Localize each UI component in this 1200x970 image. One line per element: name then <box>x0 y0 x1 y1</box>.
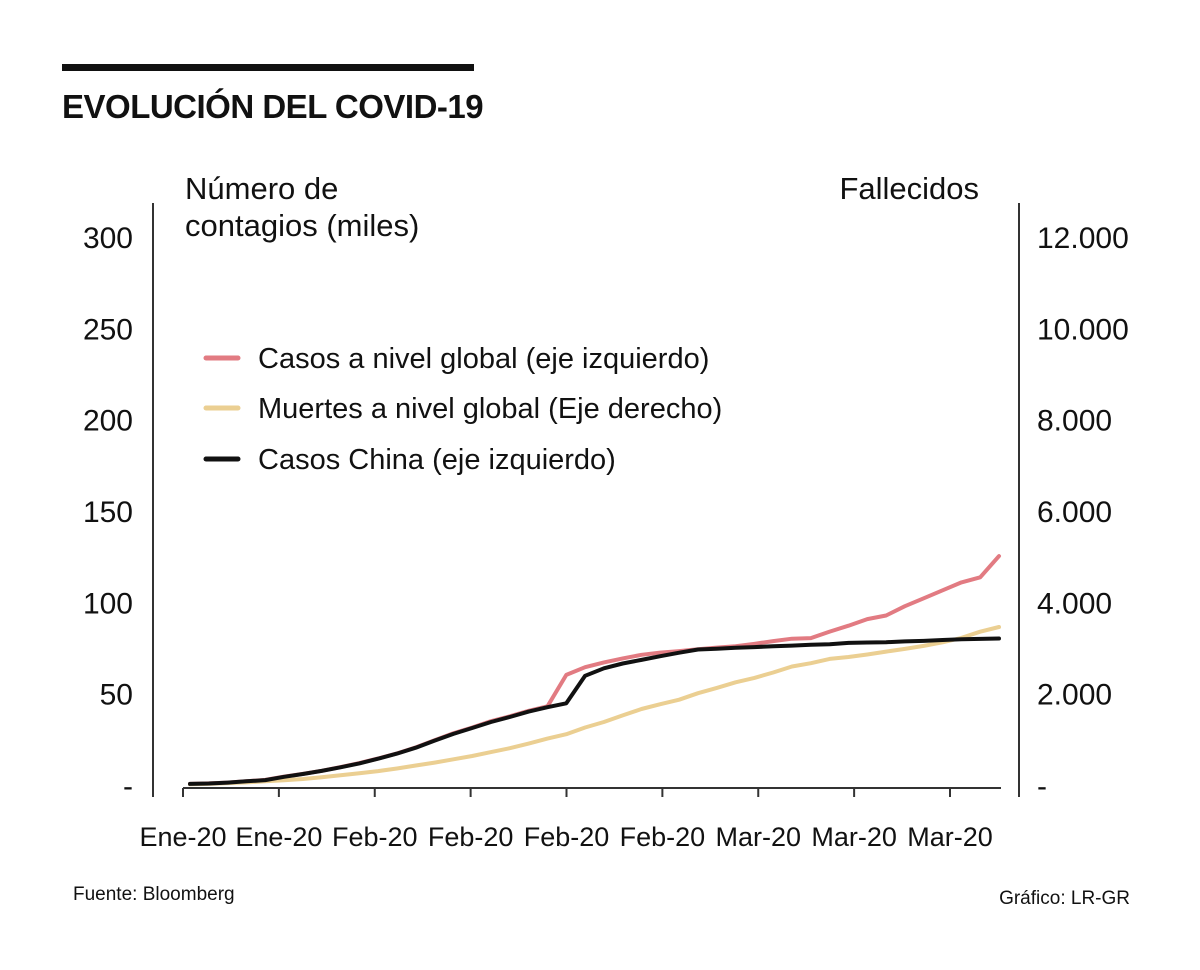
x-tick-label: Mar-20 <box>715 822 801 852</box>
x-tick-label: Mar-20 <box>907 822 993 852</box>
y-left-tick-label: - <box>123 770 133 803</box>
x-tick-label: Feb-20 <box>332 822 418 852</box>
x-tick-label: Feb-20 <box>428 822 514 852</box>
axes-layer <box>152 203 1020 797</box>
x-tick-label: Mar-20 <box>811 822 897 852</box>
y-right-tick-label: 4.000 <box>1037 587 1112 620</box>
y-left-tick-label: 100 <box>83 587 133 620</box>
y-right-tick-label: 6.000 <box>1037 496 1112 529</box>
y-right-tick-label: 8.000 <box>1037 405 1112 438</box>
x-tick-label: Ene-20 <box>139 822 226 852</box>
left-axis-title-line1: Número de <box>185 171 338 206</box>
y-right-tick-label: 2.000 <box>1037 679 1112 712</box>
y-left-tick-label: 250 <box>83 313 133 346</box>
y-right-tick-label: 12.000 <box>1037 222 1129 255</box>
y-left-tick-label: 300 <box>83 222 133 255</box>
x-tick-label: Feb-20 <box>524 822 610 852</box>
y-right-tick-label: - <box>1037 770 1047 803</box>
x-tick-label: Ene-20 <box>235 822 322 852</box>
title-rule <box>62 64 474 71</box>
ticks-layer: - 50 100 150 200 250 300 - 2.000 4.000 6.000 8.000 1… <box>83 222 1129 852</box>
y-right-tick-label: 10.000 <box>1037 313 1129 346</box>
graphic-credit: Gráfico: LR-GR <box>999 888 1130 909</box>
y-left-tick-label: 150 <box>83 496 133 529</box>
series-line-2 <box>188 625 1001 787</box>
legend-label: Casos China (eje izquierdo) <box>258 444 616 476</box>
x-tick-label: Feb-20 <box>620 822 706 852</box>
series-layer <box>188 554 1001 787</box>
y-left-tick-label: 50 <box>100 679 133 712</box>
right-axis-title: Fallecidos <box>839 171 979 206</box>
series-line-3 <box>188 636 1001 786</box>
left-axis-title-line2: contagios (miles) <box>185 208 419 243</box>
legend-label: Casos a nivel global (eje izquierdo) <box>258 343 709 375</box>
legend: Casos a nivel global (eje izquierdo) Muer… <box>203 343 722 476</box>
y-left-tick-label: 200 <box>83 405 133 438</box>
chart-title: EVOLUCIÓN DEL COVID-19 <box>62 88 484 125</box>
legend-label: Muertes a nivel global (Eje derecho) <box>258 393 722 425</box>
source-note: Fuente: Bloomberg <box>73 884 235 905</box>
